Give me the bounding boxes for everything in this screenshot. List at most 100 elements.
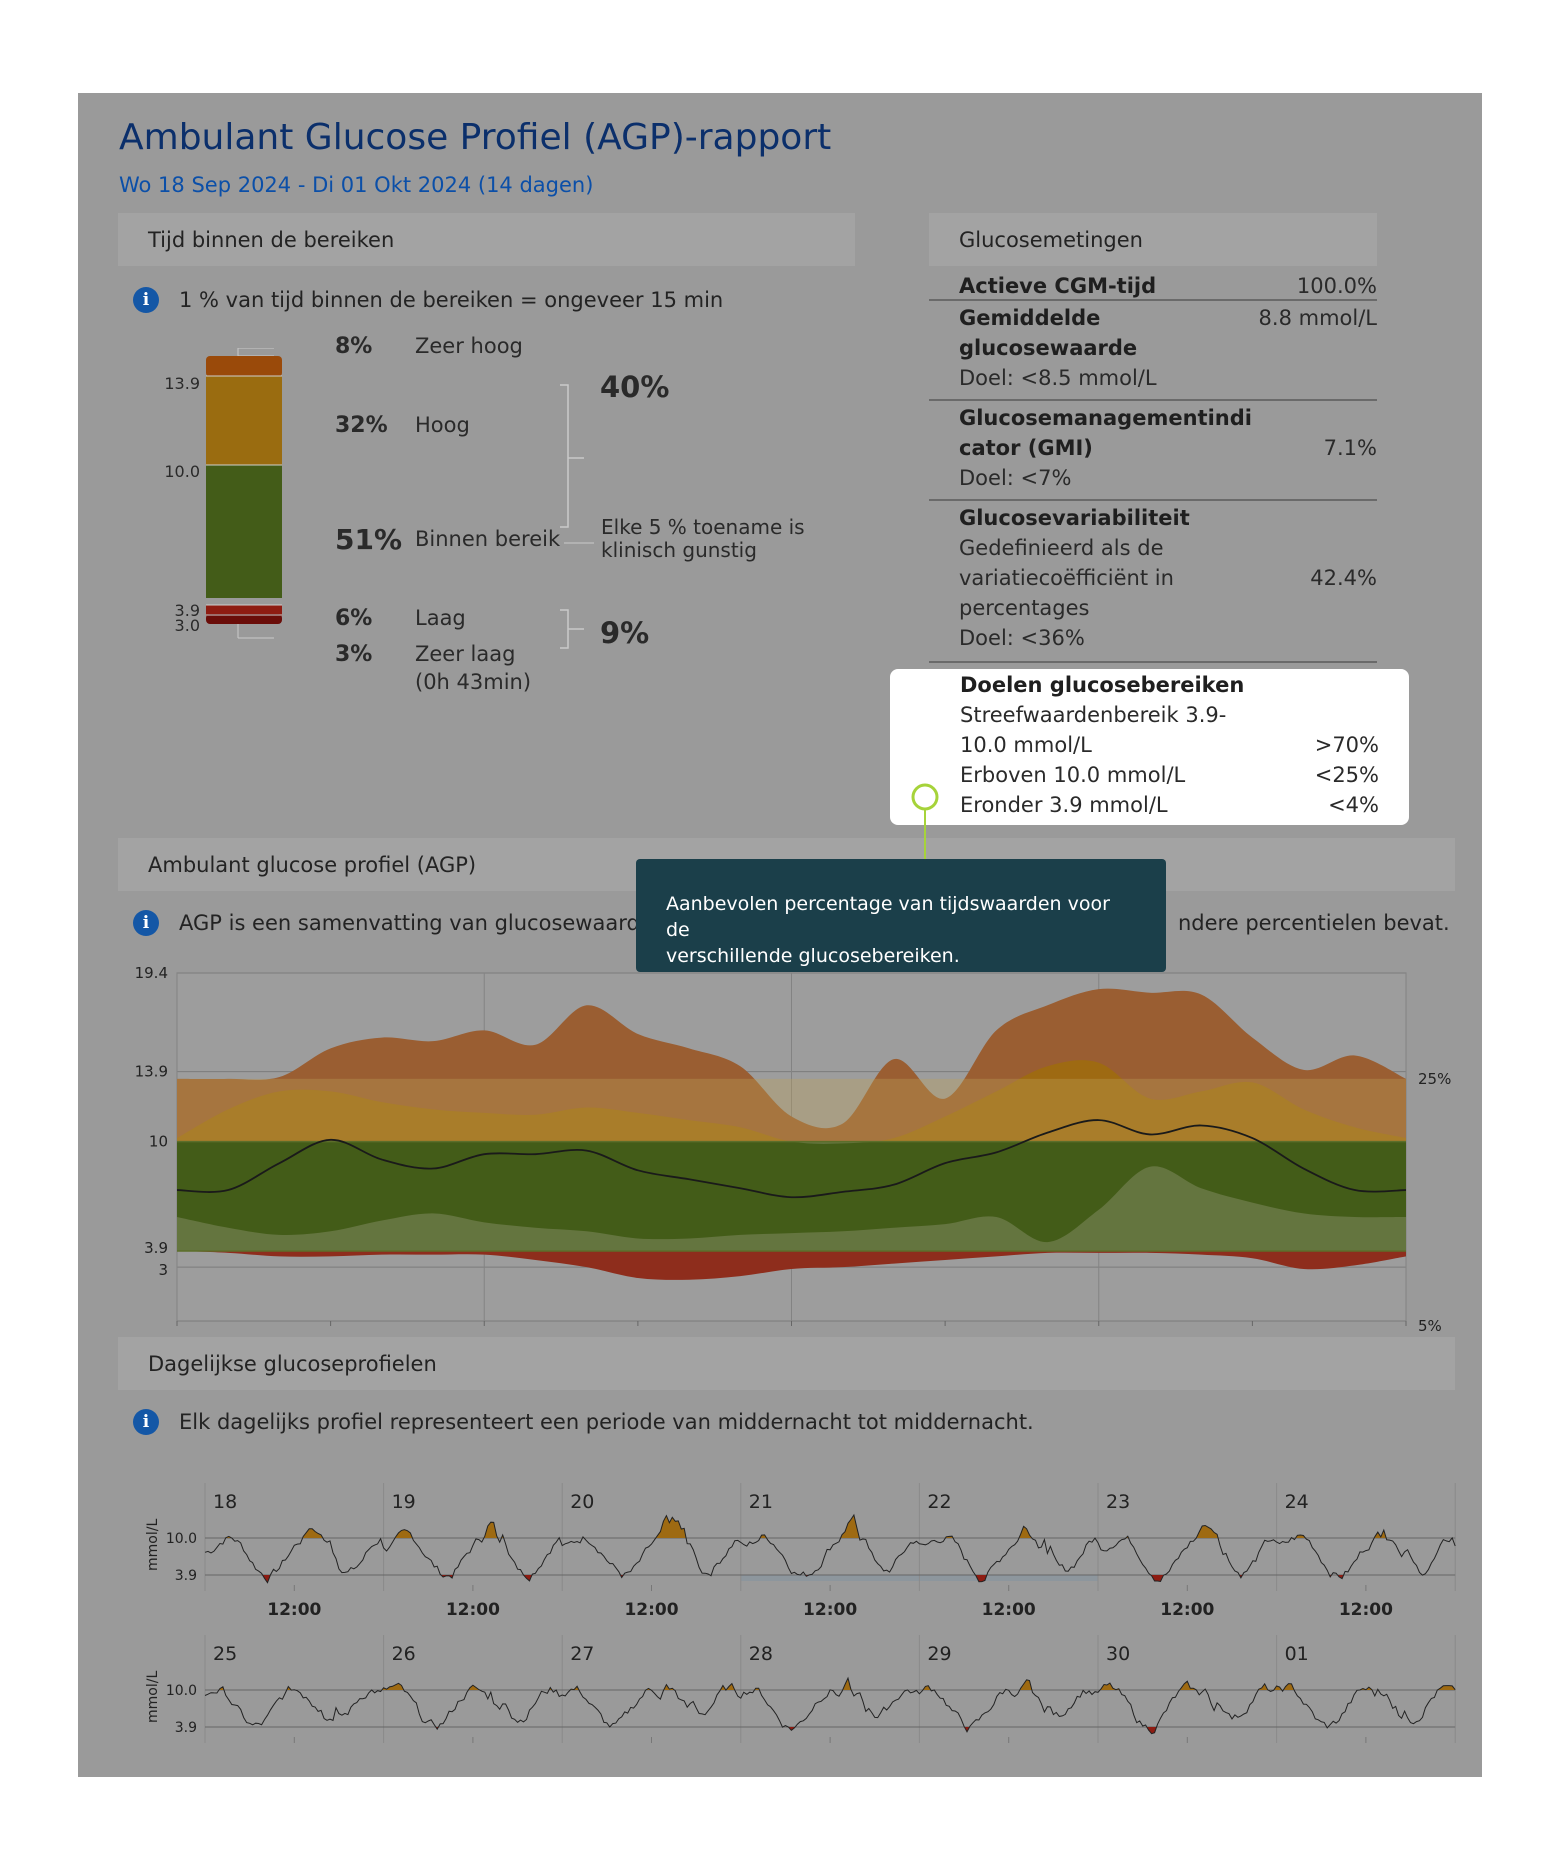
very-high-pct: 8% bbox=[335, 334, 373, 359]
daily-heading: Dagelijkse glucoseprofielen bbox=[118, 1337, 1455, 1390]
daily-date-label: 19 bbox=[392, 1491, 416, 1513]
above-label: Erboven 10.0 mmol/L bbox=[960, 763, 1186, 787]
target-range-value: >70% bbox=[1314, 733, 1379, 757]
mean-label-1: Gemiddelde bbox=[959, 306, 1101, 330]
report-title: Ambulant Glucose Profiel (AGP)-rapport bbox=[119, 117, 832, 158]
in-range-pct: 51% bbox=[335, 523, 403, 556]
target-range-2: 10.0 mmol/L bbox=[960, 733, 1092, 757]
daily-noon-label: 12:00 bbox=[982, 1600, 1036, 1620]
var-desc-2: variatiecoëfficiënt in bbox=[959, 566, 1174, 590]
tir-tick-3-9: 3.9 bbox=[174, 601, 200, 620]
info-icon[interactable]: i bbox=[133, 287, 159, 313]
very-low-pct: 3% bbox=[335, 642, 373, 667]
low-label: Laag bbox=[415, 606, 466, 630]
daily-date-label: 26 bbox=[392, 1643, 416, 1665]
daily-y-tick-label: 10.0 bbox=[166, 1683, 197, 1699]
agp-y-tick-label: 13.9 bbox=[135, 1063, 168, 1081]
daily-y-tick-label: 3.9 bbox=[175, 1568, 197, 1584]
agp-right-label-5: 5% bbox=[1418, 1317, 1442, 1335]
gmi-row: Glucosemanagementindi cator (GMI) Doel: … bbox=[929, 401, 1377, 501]
active-cgm-value: 100.0% bbox=[1296, 274, 1377, 298]
below-label: Eronder 3.9 mmol/L bbox=[960, 793, 1168, 817]
daily-y-tick-label: 3.9 bbox=[175, 1720, 197, 1736]
daily-row-1: 18 12:00 19 12:00 20 12:00 21 12:00 22 12:00 23 12:… bbox=[145, 1483, 1456, 1620]
mean-label-2: glucosewaarde bbox=[959, 336, 1138, 360]
daily-target-band bbox=[205, 1538, 1456, 1575]
info-icon[interactable]: i bbox=[133, 1409, 159, 1435]
targets-card: Doelen glucosebereiken Streefwaardenbere… bbox=[890, 669, 1409, 825]
daily-date-label: 18 bbox=[213, 1491, 237, 1513]
time-in-range-heading: Tijd binnen de bereiken bbox=[118, 213, 855, 266]
daily-noon-label: 12:00 bbox=[1160, 1600, 1214, 1620]
agp-median-line bbox=[176, 1119, 1407, 1199]
tooltip-line-1: Aanbevolen percentage van tijdswaarden v… bbox=[666, 893, 1110, 941]
agp-report: Ambulant Glucose Profiel (AGP)-rapport W… bbox=[78, 93, 1482, 1777]
daily-date-label: 27 bbox=[570, 1643, 594, 1665]
range-note: Elke 5 % toename is klinisch gunstig bbox=[601, 515, 805, 562]
agp-y-tick-label: 3 bbox=[158, 1261, 168, 1279]
targets-label: Doelen glucosebereiken bbox=[960, 673, 1245, 697]
tir-tick-13-9: 13.9 bbox=[164, 374, 200, 393]
variability-row: Glucosevariabiliteit Gedefinieerd als de… bbox=[929, 501, 1377, 663]
daily-y-tick-label: 10.0 bbox=[166, 1531, 197, 1547]
daily-date-label: 29 bbox=[927, 1643, 951, 1665]
bar-low-seg bbox=[206, 605, 282, 616]
daily-date-label: 30 bbox=[1106, 1643, 1130, 1665]
agp-y-tick-label: 19.4 bbox=[135, 964, 168, 982]
daily-noon-label: 12:00 bbox=[803, 1600, 857, 1620]
daily-target-band bbox=[205, 1690, 1456, 1727]
active-cgm-label: Actieve CGM-tijd bbox=[959, 274, 1157, 298]
glucose-measurements: Actieve CGM-tijd 100.0% Gemiddelde gluco… bbox=[929, 266, 1377, 766]
agp-chart: 19.413.9103.9300:0003:0006:0009:0012:001… bbox=[135, 964, 1452, 1352]
below-value: <4% bbox=[1328, 793, 1379, 817]
tooltip-pointer bbox=[911, 783, 939, 860]
daily-unit-label: mmol/L bbox=[145, 1671, 161, 1723]
agp-band-5-95-low bbox=[177, 1251, 1406, 1280]
tir-tick-3-0: 3.0 bbox=[174, 616, 200, 635]
daily-info: i Elk dagelijks profiel representeert ee… bbox=[133, 1405, 1034, 1439]
daily-date-label: 28 bbox=[749, 1643, 773, 1665]
daily-profiles-chart: 18 12:00 19 12:00 20 12:00 21 12:00 22 12:00 23 12:… bbox=[145, 1483, 1456, 1743]
daily-row-2: 25 26 27 28 29 30 01 mmol/L 10.0 3.9 bbox=[145, 1635, 1456, 1743]
tooltip: Aanbevolen percentage van tijdswaarden v… bbox=[636, 859, 1166, 972]
info-icon[interactable]: i bbox=[133, 910, 159, 936]
var-label: Glucosevariabiliteit bbox=[959, 506, 1190, 530]
agp-right-label-25: 25% bbox=[1418, 1070, 1451, 1088]
agp-low-bands bbox=[177, 1251, 1406, 1280]
tooltip-line-2: verschillende glucosebereiken. bbox=[666, 945, 960, 967]
very-high-label: Zeer hoog bbox=[415, 334, 523, 358]
daily-date-label: 23 bbox=[1106, 1491, 1130, 1513]
mean-target: Doel: <8.5 mmol/L bbox=[959, 366, 1157, 390]
active-cgm-row: Actieve CGM-tijd 100.0% bbox=[929, 266, 1377, 301]
target-range-1: Streefwaardenbereik 3.9- bbox=[960, 703, 1227, 727]
report-period: Wo 18 Sep 2024 - Di 01 Okt 2024 (14 dage… bbox=[119, 173, 594, 197]
gmi-label-1: Glucosemanagementindi bbox=[959, 406, 1252, 430]
daily-date-label: 01 bbox=[1285, 1643, 1309, 1665]
glucose-measurements-heading: Glucosemetingen bbox=[929, 213, 1377, 266]
combined-high-pct: 40% bbox=[600, 370, 670, 404]
bar-high bbox=[206, 376, 282, 465]
var-value: 42.4% bbox=[1310, 566, 1377, 590]
daily-date-label: 20 bbox=[570, 1491, 594, 1513]
low-pct: 6% bbox=[335, 606, 373, 631]
daily-trace bbox=[204, 1676, 1456, 1735]
agp-info-right: ndere percentielen bevat. bbox=[1178, 911, 1450, 935]
agp-band-25-75-high bbox=[177, 1060, 1406, 1142]
daily-noon-label: 12:00 bbox=[1339, 1600, 1393, 1620]
mean-glucose-row: Gemiddelde glucosewaarde Doel: <8.5 mmol… bbox=[929, 301, 1377, 401]
agp-band-25-75-range bbox=[177, 1141, 1406, 1243]
time-in-range-info: i 1 % van tijd binnen de bereiken = onge… bbox=[133, 283, 723, 317]
above-value: <25% bbox=[1314, 763, 1379, 787]
tir-tick-10-0: 10.0 bbox=[164, 462, 200, 481]
very-low-label: Zeer laag bbox=[415, 642, 516, 666]
daily-info-text: Elk dagelijks profiel representeert een … bbox=[179, 1410, 1034, 1434]
daily-unit-label: mmol/L bbox=[145, 1519, 161, 1571]
daily-date-label: 24 bbox=[1285, 1491, 1309, 1513]
daily-high-area bbox=[205, 1515, 1456, 1538]
time-in-range-bar bbox=[206, 355, 282, 598]
agp-y-tick-label: 10 bbox=[149, 1133, 168, 1151]
time-in-range-info-text: 1 % van tijd binnen de bereiken = ongeve… bbox=[179, 288, 724, 312]
daily-date-label: 21 bbox=[749, 1491, 773, 1513]
bar-very-low-seg bbox=[206, 614, 282, 624]
gmi-target: Doel: <7% bbox=[959, 466, 1072, 490]
